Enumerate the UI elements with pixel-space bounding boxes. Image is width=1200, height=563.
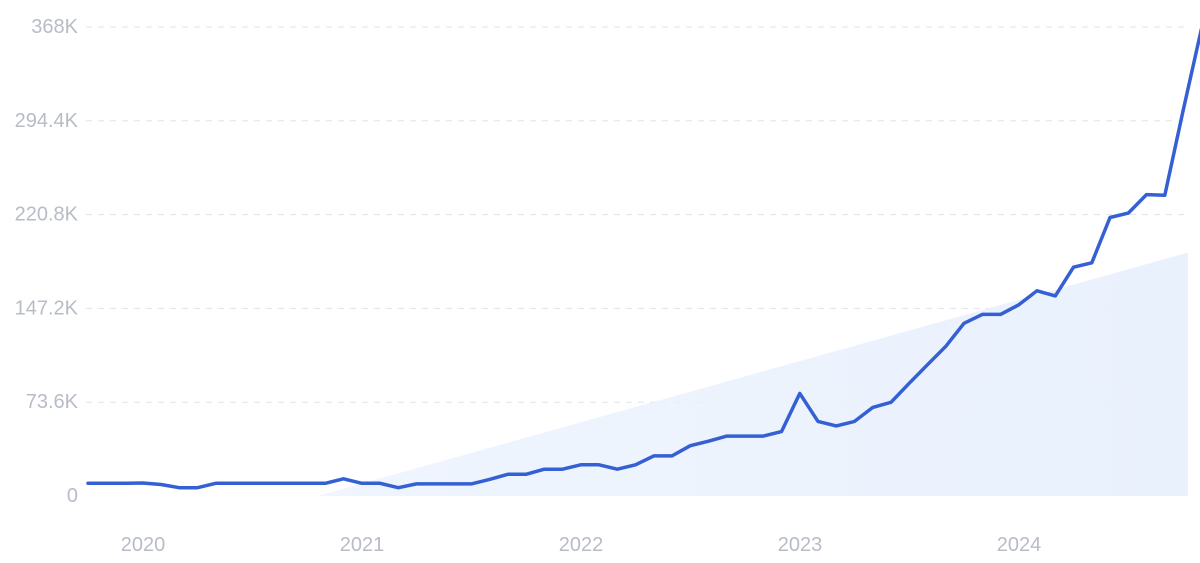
y-axis: 0 73.6K 147.2K 220.8K 294.4K 368K [15, 16, 79, 507]
y-tick-label: 147.2K [15, 297, 79, 319]
y-tick-label: 220.8K [15, 204, 79, 226]
x-tick-label: 2023 [778, 534, 823, 556]
y-tick-label: 368K [31, 16, 78, 38]
x-axis: 2020 2021 2022 2023 2024 [121, 534, 1042, 556]
y-tick-label: 294.4K [15, 110, 79, 132]
y-tick-label: 73.6K [26, 391, 79, 413]
y-tick-label: 0 [67, 485, 78, 507]
trend-area [317, 253, 1188, 496]
x-tick-label: 2020 [121, 534, 166, 556]
x-tick-label: 2022 [559, 534, 604, 556]
trend-area-shape [317, 253, 1188, 496]
x-tick-label: 2021 [340, 534, 385, 556]
x-tick-label: 2024 [997, 534, 1042, 556]
